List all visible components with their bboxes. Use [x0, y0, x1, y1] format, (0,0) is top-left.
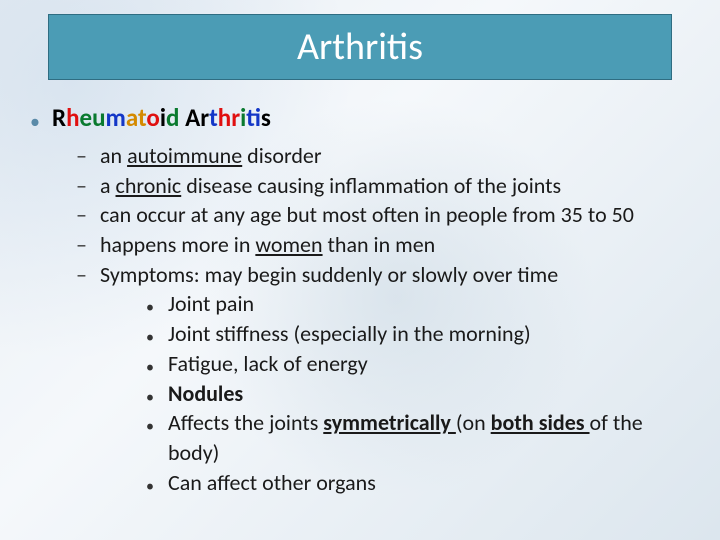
list-item: • Joint pain [146, 289, 696, 319]
list-item: • Can affect other organs [146, 468, 696, 498]
dash-icon: – [76, 230, 100, 260]
heading-rheumatoid-arthritis: Rheumatoid Arthritis [52, 102, 271, 133]
sub-list: • Joint pain • Joint stiffness (especial… [146, 289, 696, 497]
item-text: an autoimmune disorder [100, 141, 322, 171]
item-text: Joint pain [168, 289, 254, 319]
disc-icon: • [146, 297, 168, 319]
disc-icon: • [146, 327, 168, 349]
disc-icon: • [146, 416, 168, 438]
dash-icon: – [76, 171, 100, 201]
main-bullet: • Rheumatoid Arthritis [30, 102, 696, 133]
item-text: happens more in women than in men [100, 230, 435, 260]
item-text: Can affect other organs [168, 468, 376, 498]
item-text: Fatigue, lack of energy [168, 349, 368, 379]
title-bar: Arthritis [48, 14, 672, 80]
item-text: can occur at any age but most often in p… [100, 200, 634, 230]
list-item: – Symptoms: may begin suddenly or slowly… [76, 260, 696, 290]
item-text: Joint stiffness (especially in the morni… [168, 319, 531, 349]
dash-icon: – [76, 200, 100, 230]
list-item: – can occur at any age but most often in… [76, 200, 696, 230]
dash-icon: – [76, 260, 100, 290]
list-item: – an autoimmune disorder [76, 141, 696, 171]
slide-content: • Rheumatoid Arthritis – an autoimmune d… [30, 102, 696, 497]
dash-icon: – [76, 141, 100, 171]
list-item: • Fatigue, lack of energy [146, 349, 696, 379]
slide-title: Arthritis [297, 24, 423, 70]
list-item: • Joint stiffness (especially in the mor… [146, 319, 696, 349]
list-item: – a chronic disease causing inflammation… [76, 171, 696, 201]
item-text: Symptoms: may begin suddenly or slowly o… [100, 260, 558, 290]
disc-icon: • [146, 387, 168, 409]
item-text: Affects the joints symmetrically (on bot… [168, 408, 696, 467]
list-item: • Affects the joints symmetrically (on b… [146, 408, 696, 467]
bullet-icon: • [30, 112, 52, 132]
item-text: a chronic disease causing inflammation o… [100, 171, 561, 201]
disc-icon: • [146, 476, 168, 498]
dash-list: – an autoimmune disorder – a chronic dis… [76, 141, 696, 497]
list-item: – happens more in women than in men [76, 230, 696, 260]
disc-icon: • [146, 357, 168, 379]
item-text: Nodules [168, 379, 243, 409]
list-item: • Nodules [146, 379, 696, 409]
